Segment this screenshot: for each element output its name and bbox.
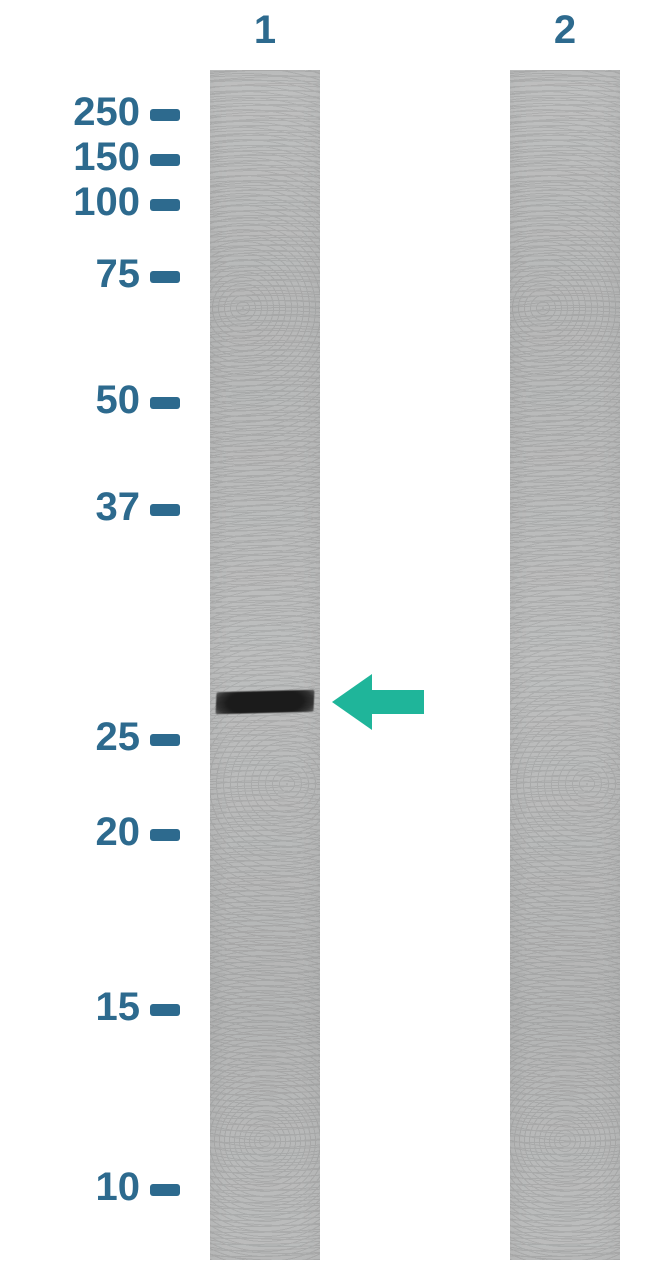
mw-marker-dash-250 xyxy=(150,109,180,121)
lane-noise-overlay xyxy=(510,70,620,1260)
mw-marker-label-100: 100 xyxy=(73,180,140,225)
mw-marker-label-250: 250 xyxy=(73,90,140,135)
mw-marker-dash-75 xyxy=(150,271,180,283)
mw-marker-label-15: 15 xyxy=(96,985,141,1030)
blot-lane-1 xyxy=(210,70,320,1260)
lane-label-2: 2 xyxy=(510,8,620,53)
mw-marker-dash-10 xyxy=(150,1184,180,1196)
blot-lane-2 xyxy=(510,70,620,1260)
mw-marker-dash-100 xyxy=(150,199,180,211)
mw-marker-label-10: 10 xyxy=(96,1165,141,1210)
arrow-head-icon xyxy=(332,674,372,730)
mw-marker-dash-150 xyxy=(150,154,180,166)
mw-marker-label-25: 25 xyxy=(96,715,141,760)
mw-marker-dash-37 xyxy=(150,504,180,516)
mw-marker-label-50: 50 xyxy=(96,378,141,423)
mw-marker-label-150: 150 xyxy=(73,135,140,180)
mw-marker-dash-15 xyxy=(150,1004,180,1016)
mw-marker-label-37: 37 xyxy=(96,485,141,530)
lane-label-1: 1 xyxy=(210,8,320,53)
protein-band-lane1 xyxy=(216,690,315,715)
mw-marker-dash-20 xyxy=(150,829,180,841)
arrow-shaft xyxy=(372,690,424,714)
lane-noise-overlay xyxy=(210,70,320,1260)
mw-marker-label-75: 75 xyxy=(96,252,141,297)
mw-marker-label-20: 20 xyxy=(96,810,141,855)
mw-marker-dash-25 xyxy=(150,734,180,746)
mw-marker-dash-50 xyxy=(150,397,180,409)
band-indicator-arrow xyxy=(332,674,424,730)
